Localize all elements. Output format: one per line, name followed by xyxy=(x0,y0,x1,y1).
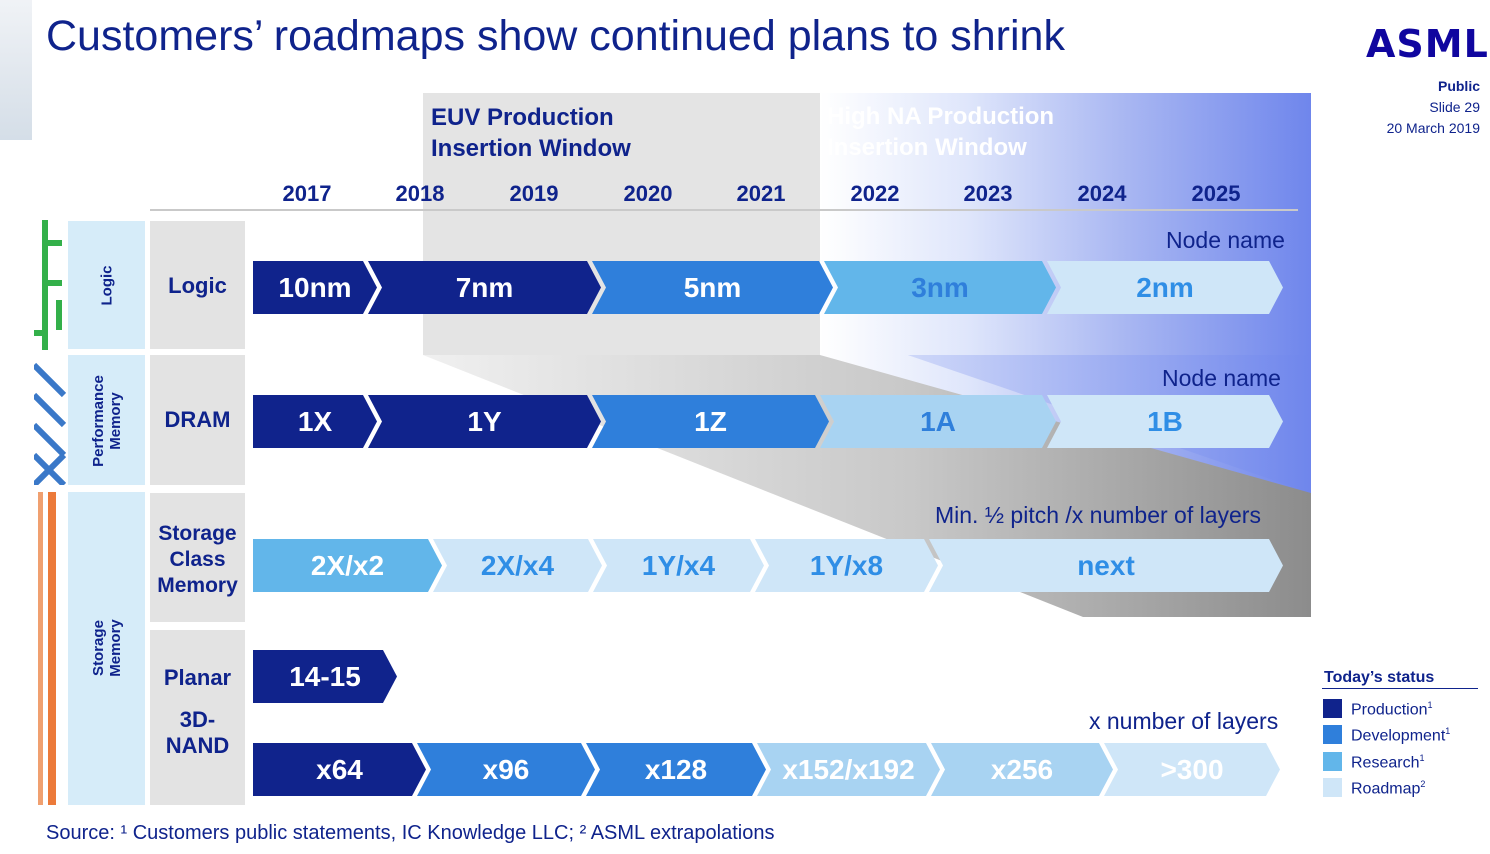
row-label-dram-box: DRAM xyxy=(150,355,245,485)
dram-node-1a: 1A xyxy=(820,395,1056,448)
row-label-logic-box: Logic xyxy=(150,221,245,349)
storage-pattern-icon xyxy=(38,492,56,805)
nand-annotation: x number of layers xyxy=(1089,708,1279,734)
scm-node-next: next xyxy=(929,539,1283,592)
logic-node-7nm: 7nm xyxy=(368,261,601,314)
legend-title: Today’s status xyxy=(1324,669,1435,686)
category-performance-memory-line1: Performance xyxy=(90,375,107,467)
row-label-planar: Planar xyxy=(163,665,232,690)
nand-layers-300-plus: >300 xyxy=(1104,743,1280,796)
nand-layers-x152-x192: x152/x192 xyxy=(757,743,940,796)
legend-label-roadmap: Roadmap xyxy=(1351,780,1421,798)
euv-window-label-line2: Insertion Window xyxy=(431,135,631,162)
logic-annotation: Node name xyxy=(1166,227,1285,253)
legend-label-production: Production xyxy=(1351,701,1428,719)
row-label-dram: DRAM xyxy=(164,407,231,432)
legend-note-research: 1 xyxy=(1419,753,1425,763)
scm-node-1y-x8: 1Y/x8 xyxy=(755,539,938,592)
year-2021: 2021 xyxy=(736,181,786,206)
category-performance-memory-line2: Memory xyxy=(107,392,124,450)
logic-node-3nm: 3nm xyxy=(824,261,1056,314)
scm-node-2x-x4: 2X/x4 xyxy=(433,539,602,592)
euv-window-label-line1: EUV Production xyxy=(431,104,614,131)
dram-node-1y: 1Y xyxy=(368,395,601,448)
legend-note-roadmap: 2 xyxy=(1420,779,1426,789)
logic-pattern-icon xyxy=(34,220,62,350)
category-performance-memory: Performance Memory xyxy=(68,355,145,485)
nand-layers-x256: x256 xyxy=(931,743,1113,796)
row-label-scm: Storage Class Memory xyxy=(150,521,245,599)
category-storage-memory-line1: Storage xyxy=(90,620,107,676)
category-logic-label: Logic xyxy=(98,265,116,306)
legend-item-development: Development1 xyxy=(1351,726,1450,745)
row-label-logic: Logic xyxy=(168,273,227,298)
year-2020: 2020 xyxy=(623,181,673,206)
category-storage-memory-label: Storage Memory xyxy=(90,583,124,713)
row-label-nand-box: Planar 3D- NAND xyxy=(150,630,245,805)
slide-date: 20 March 2019 xyxy=(1386,120,1480,136)
year-2017: 2017 xyxy=(282,181,332,206)
corner-decoration xyxy=(0,0,32,140)
high-na-window-label-line1: High NA Production xyxy=(827,103,1055,130)
legend-label-research: Research xyxy=(1351,754,1420,772)
euv-window-label: EUV Production Insertion Window xyxy=(431,102,631,164)
legend-note-production: 1 xyxy=(1427,700,1433,710)
legend-swatch-production xyxy=(1323,699,1342,718)
legend-label-development: Development xyxy=(1351,727,1446,745)
row-label-scm-box: Storage Class Memory xyxy=(150,493,245,622)
year-axis-line xyxy=(150,209,1298,211)
scm-node-1y-x4: 1Y/x4 xyxy=(593,539,764,592)
dram-node-1x: 1X xyxy=(253,395,377,448)
year-2019: 2019 xyxy=(509,181,559,206)
legend-divider xyxy=(1322,688,1478,689)
nand-layers-x64: x64 xyxy=(253,743,426,796)
dram-annotation: Node name xyxy=(1162,365,1281,391)
classification-label: Public xyxy=(1437,78,1480,94)
legend-swatch-roadmap xyxy=(1323,778,1342,797)
row-label-scm-line1: Storage xyxy=(158,522,237,545)
row-label-scm-line3: Memory xyxy=(157,574,238,597)
planar-node-14-15: 14-15 xyxy=(253,650,397,703)
year-2025: 2025 xyxy=(1191,181,1241,206)
legend-item-production: Production1 xyxy=(1351,700,1433,719)
logic-node-10nm: 10nm xyxy=(253,261,377,314)
category-logic: Logic xyxy=(68,221,145,349)
dram-node-1z: 1Z xyxy=(592,395,829,448)
row-label-3d-nand: 3D- NAND xyxy=(150,707,245,759)
year-2018: 2018 xyxy=(395,181,445,206)
nand-layers-x128: x128 xyxy=(586,743,766,796)
logic-node-2nm: 2nm xyxy=(1047,261,1283,314)
dram-node-1b: 1B xyxy=(1047,395,1283,448)
scm-annotation: Min. ½ pitch /x number of layers xyxy=(935,502,1261,528)
year-2024: 2024 xyxy=(1077,181,1127,206)
category-performance-memory-label: Performance Memory xyxy=(90,356,124,486)
legend-swatch-research xyxy=(1323,752,1342,771)
legend-swatch-development xyxy=(1323,725,1342,744)
scm-node-2x-x2: 2X/x2 xyxy=(253,539,442,592)
asml-logo: ASML xyxy=(1366,22,1489,66)
nand-layers-x96: x96 xyxy=(417,743,595,796)
year-2023: 2023 xyxy=(963,181,1013,206)
high-na-window-label: High NA Production Insertion Window xyxy=(827,101,1054,163)
page-title: Customers’ roadmaps show continued plans… xyxy=(46,12,1065,60)
legend-item-roadmap: Roadmap2 xyxy=(1351,779,1425,798)
legend-item-research: Research1 xyxy=(1351,753,1425,772)
row-label-3d-nand-line2: NAND xyxy=(165,733,230,758)
memory-pattern-icon xyxy=(34,362,66,485)
category-storage-memory: Storage Memory xyxy=(68,492,145,805)
high-na-window-label-line2: Insertion Window xyxy=(827,134,1027,161)
row-label-3d-nand-line1: 3D- xyxy=(179,707,216,732)
category-storage-memory-line2: Memory xyxy=(107,619,124,677)
legend-note-development: 1 xyxy=(1445,726,1451,736)
logic-node-5nm: 5nm xyxy=(592,261,833,314)
row-label-scm-line2: Class xyxy=(169,548,226,571)
year-2022: 2022 xyxy=(850,181,900,206)
slide-number: Slide 29 xyxy=(1429,99,1480,115)
source-footnote: Source: ¹ Customers public statements, I… xyxy=(46,822,775,844)
